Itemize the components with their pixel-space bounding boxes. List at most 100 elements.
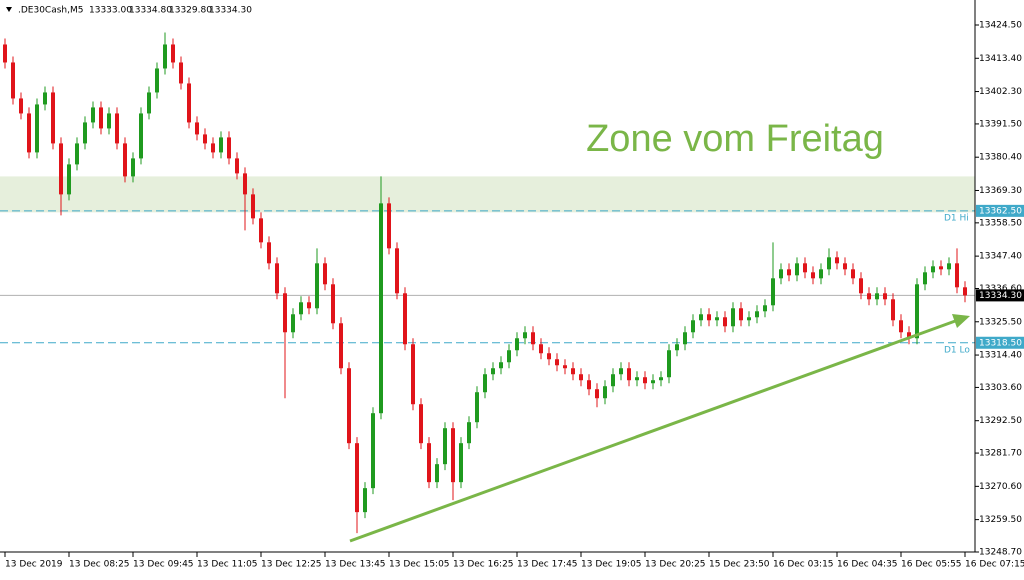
x-tick-label: 13 Dec 13:45 <box>325 560 386 570</box>
candle-body <box>571 368 575 375</box>
y-tick-label: 13325.50 <box>979 317 1022 327</box>
candle-body <box>651 380 655 384</box>
y-tick-label: 13413.40 <box>979 54 1022 64</box>
x-tick-label: 13 Dec 20:25 <box>645 560 706 570</box>
candle-body <box>235 158 239 174</box>
x-tick-label: 13 Dec 08:25 <box>69 560 130 570</box>
candle-body <box>91 107 95 123</box>
price-label: 13362.50 <box>979 206 1022 216</box>
candle-body <box>363 488 367 513</box>
candle-body <box>803 263 807 273</box>
x-tick-label: 15 Dec 23:50 <box>709 560 770 570</box>
candle-body <box>379 203 383 414</box>
ohlc-high: 13334.80 <box>129 6 172 16</box>
candle-body <box>627 368 631 381</box>
candle-body <box>59 143 63 195</box>
x-tick-label: 13 Dec 15:05 <box>389 560 450 570</box>
candle-body <box>299 302 303 315</box>
candle-body <box>219 137 223 153</box>
zone <box>0 176 975 213</box>
candle-body <box>635 377 639 381</box>
candle-body <box>67 164 71 195</box>
candle-body <box>931 266 935 273</box>
candle-body <box>339 323 343 369</box>
symbol: .DE30Cash,M5 <box>18 6 83 16</box>
y-tick-label: 13402.30 <box>979 87 1022 97</box>
x-tick-label: 16 Dec 03:15 <box>773 560 834 570</box>
candle-body <box>875 293 879 300</box>
price-label: 13318.50 <box>979 338 1022 348</box>
ohlc-low: 13329.80 <box>169 6 212 16</box>
candle-body <box>699 314 703 321</box>
x-tick-label: 13 Dec 2019 <box>5 560 63 570</box>
candle-body <box>859 278 863 294</box>
candle-body <box>499 362 503 369</box>
trend-arrow-head <box>952 314 970 328</box>
candle-body <box>427 443 431 483</box>
axis: 13248.70 13259.50 13270.60 13281.70 13292.50… <box>4 21 1024 570</box>
x-tick-label: 13 Dec 09:45 <box>133 560 194 570</box>
candle-body <box>707 314 711 321</box>
x-tick-label: 13 Dec 17:45 <box>517 560 578 570</box>
candle-body <box>883 293 887 300</box>
candle-body <box>331 284 335 324</box>
candle-body <box>483 374 487 393</box>
y-tick-label: 13424.50 <box>979 21 1022 31</box>
candle-body <box>891 299 895 321</box>
y-tick-label: 13248.70 <box>979 548 1022 558</box>
candle-body <box>611 374 615 387</box>
candle-body <box>275 263 279 294</box>
x-tick-label: 16 Dec 07:15 <box>965 560 1024 570</box>
candle-body <box>419 404 423 444</box>
level-label: D1 Lo <box>944 345 970 355</box>
candle-body <box>539 344 543 354</box>
candle-body <box>195 122 199 135</box>
candle-body <box>155 68 159 93</box>
candle-body <box>107 113 111 129</box>
candle-body <box>667 350 671 378</box>
candle-body <box>347 368 351 444</box>
y-tick-label: 13303.60 <box>979 383 1022 393</box>
y-tick-label: 13391.50 <box>979 119 1022 129</box>
underlay: D1 Hi D1 Lo <box>0 176 975 355</box>
candle-body <box>787 269 791 276</box>
candles <box>3 32 967 534</box>
candle-body <box>355 443 359 513</box>
candle-body <box>459 443 463 483</box>
candle-body <box>315 263 319 309</box>
y-tick-label: 13314.40 <box>979 351 1022 361</box>
candle-body <box>259 218 263 243</box>
candle-body <box>435 464 439 483</box>
candle-body <box>75 143 79 165</box>
candle-body <box>963 287 967 296</box>
candle-body <box>955 263 959 288</box>
candle-body <box>51 92 55 144</box>
y-tick-label: 13270.60 <box>979 482 1022 492</box>
price-box <box>976 204 1024 217</box>
candle-body <box>731 308 735 327</box>
x-tick-label: 13 Dec 16:25 <box>453 560 514 570</box>
candle-body <box>491 368 495 375</box>
candle-body <box>547 353 551 360</box>
ohlc-close: 13334.30 <box>209 6 252 16</box>
candle-body <box>771 278 775 306</box>
price-box <box>976 289 1024 302</box>
candle-body <box>291 314 295 333</box>
candle-body <box>19 98 23 114</box>
candle-body <box>827 257 831 270</box>
menu-icon[interactable] <box>6 7 12 12</box>
candle-body <box>739 308 743 321</box>
candle-body <box>371 413 375 489</box>
candle-body <box>811 272 815 279</box>
candle-body <box>603 386 607 399</box>
candle-body <box>475 392 479 423</box>
candle-body <box>555 359 559 366</box>
candle-body <box>211 143 215 153</box>
y-tick-label: 13347.40 <box>979 252 1022 262</box>
candle-body <box>443 428 447 465</box>
y-tick-label: 13369.30 <box>979 186 1022 196</box>
candle-body <box>755 311 759 318</box>
candle-body <box>203 134 207 144</box>
candle-body <box>851 269 855 279</box>
